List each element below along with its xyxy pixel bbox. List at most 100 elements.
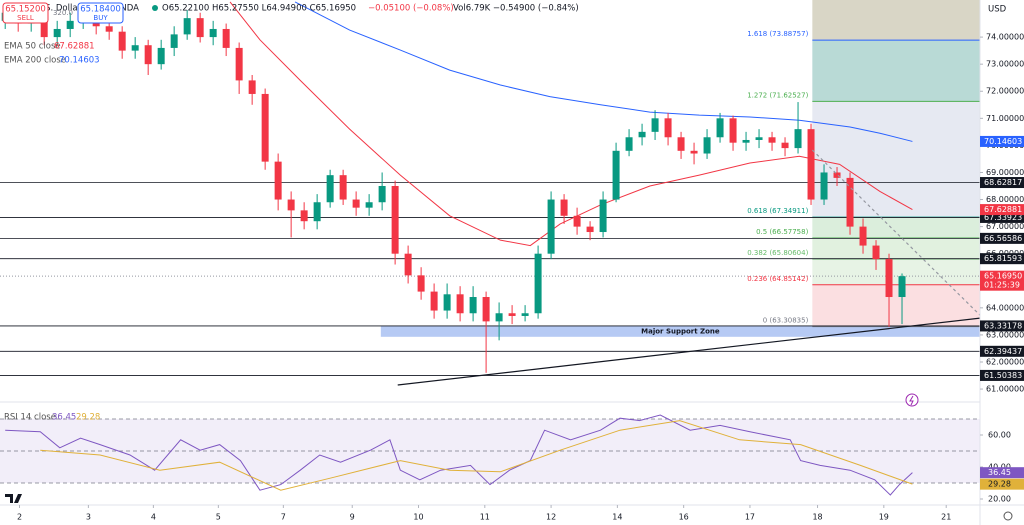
trendline-line xyxy=(397,317,981,386)
ema-axis-label-bg xyxy=(980,135,1024,147)
level-axis-label: 62.39437 xyxy=(984,347,1022,356)
volume-readout: Vol6.79K −0.54900 (−0.84%) xyxy=(453,4,579,14)
y-tick-label: 74.00000 xyxy=(986,33,1024,42)
candle-body xyxy=(313,202,321,222)
buy-button[interactable] xyxy=(77,2,124,24)
fib-band xyxy=(812,0,980,41)
fib-label: 0.618 (67.34911) xyxy=(747,207,808,215)
rsi-legend-value: 36.45 xyxy=(52,413,76,423)
rsi-tick-label: 40.00 xyxy=(988,463,1011,472)
ema50-legend: EMA 50 close xyxy=(4,42,61,52)
ema200-legend: EMA 200 close xyxy=(4,56,66,66)
fib-label: 0.382 (65.80604) xyxy=(747,249,808,257)
candle-body xyxy=(859,226,867,246)
rsi-ma-legend-value: 29.28 xyxy=(76,413,100,423)
ohlc-readout: O65.22100 H65.27550 L64.94900 C65.16950 xyxy=(162,4,356,14)
x-tick-label: 10 xyxy=(413,513,423,522)
candle-body xyxy=(339,175,347,200)
candle-body xyxy=(534,253,542,314)
candle-body xyxy=(443,294,451,311)
candle-body xyxy=(274,161,282,200)
candle-body xyxy=(300,210,308,222)
candle-body xyxy=(521,313,529,316)
buy-price[interactable]: 65.18400 xyxy=(80,5,121,15)
candle-body xyxy=(677,137,685,151)
level-axis-label: 67.33923 xyxy=(984,213,1022,222)
rsi-axis-tag: 36.45 xyxy=(988,468,1011,477)
settings-icon[interactable] xyxy=(1003,511,1013,521)
event-icon[interactable] xyxy=(905,393,919,407)
candle-body xyxy=(846,177,854,227)
x-tick-label: 17 xyxy=(745,513,755,522)
x-tick-label: 12 xyxy=(546,513,556,522)
x-tick-label: 18 xyxy=(812,513,822,522)
candle-body xyxy=(326,175,334,203)
candle-body xyxy=(495,313,503,322)
rsi-tick-label: 60.00 xyxy=(988,431,1011,440)
candle-body xyxy=(755,137,763,140)
last-price-tag: 65.16950 xyxy=(984,272,1022,281)
sell-button[interactable] xyxy=(2,2,49,24)
rsi-axis-tag-bg xyxy=(980,478,1024,490)
candle-body xyxy=(365,202,373,208)
level-axis-label: 68.62817 xyxy=(984,178,1022,187)
y-tick-label: 73.00000 xyxy=(986,60,1024,69)
sell-price[interactable]: 65.15200 xyxy=(5,5,46,15)
fib-label: 1.272 (71.62527) xyxy=(747,91,808,99)
fib-band xyxy=(812,284,980,327)
ema-axis-label-bg xyxy=(980,204,1024,216)
candle-body xyxy=(820,172,828,200)
candle-body xyxy=(287,199,295,211)
candle-body xyxy=(469,297,477,314)
event-icon-bolt xyxy=(909,395,914,406)
candle-body xyxy=(794,129,802,149)
candle-body xyxy=(482,297,490,322)
candle-body xyxy=(690,150,698,154)
rsi-tick-label: 20.00 xyxy=(988,495,1011,504)
candle-body xyxy=(144,45,152,65)
candle-body xyxy=(456,294,464,314)
candle-body xyxy=(781,142,789,149)
candle-body xyxy=(885,259,893,298)
candle-body xyxy=(66,20,74,29)
sell-label[interactable]: SELL xyxy=(17,14,34,22)
level-axis-label-bg xyxy=(980,253,1024,265)
candle-body xyxy=(170,34,178,48)
fib-band xyxy=(812,101,980,218)
candle-body xyxy=(391,186,399,254)
last-price-tag-bg xyxy=(980,270,1024,291)
candle-body xyxy=(105,26,113,32)
candle-body xyxy=(430,291,438,311)
fib-band xyxy=(812,40,980,102)
candle-body xyxy=(196,18,204,38)
candle-body xyxy=(222,28,230,48)
level-axis-label: 61.50383 xyxy=(984,371,1022,380)
candle-body xyxy=(235,47,243,81)
candle-body xyxy=(261,93,269,162)
candle-body xyxy=(417,275,425,292)
y-tick-label: 61.00000 xyxy=(986,385,1024,394)
countdown: 01:25:39 xyxy=(984,281,1020,290)
x-tick-label: 14 xyxy=(612,513,622,522)
level-axis-label: 63.33178 xyxy=(984,321,1022,330)
level-axis-label-bg xyxy=(980,177,1024,189)
fib-label: 0.236 (64.85142) xyxy=(747,275,808,283)
candle-body xyxy=(638,131,646,138)
candle-body xyxy=(703,137,711,154)
y-tick-label: 72.00000 xyxy=(986,87,1024,96)
buy-label[interactable]: BUY xyxy=(93,14,108,22)
candle-body xyxy=(404,253,412,276)
x-tick-label: 9 xyxy=(350,513,355,522)
candle-body xyxy=(209,28,217,38)
y-tick-label: 64.00000 xyxy=(986,303,1024,312)
candle-body xyxy=(742,139,750,143)
candle-body xyxy=(716,118,724,138)
x-tick-label: 5 xyxy=(216,513,221,522)
rsi-line xyxy=(40,420,913,491)
y-tick-label: 68.00000 xyxy=(986,195,1024,204)
levels-layer xyxy=(0,39,980,484)
rsi-axis-tag-bg xyxy=(980,467,1024,479)
symbol-title: Silver / U.S. Dollar · 2h · OANDA xyxy=(4,4,139,14)
candle-body xyxy=(118,31,126,51)
level-axis-label: 65.81593 xyxy=(984,254,1022,263)
